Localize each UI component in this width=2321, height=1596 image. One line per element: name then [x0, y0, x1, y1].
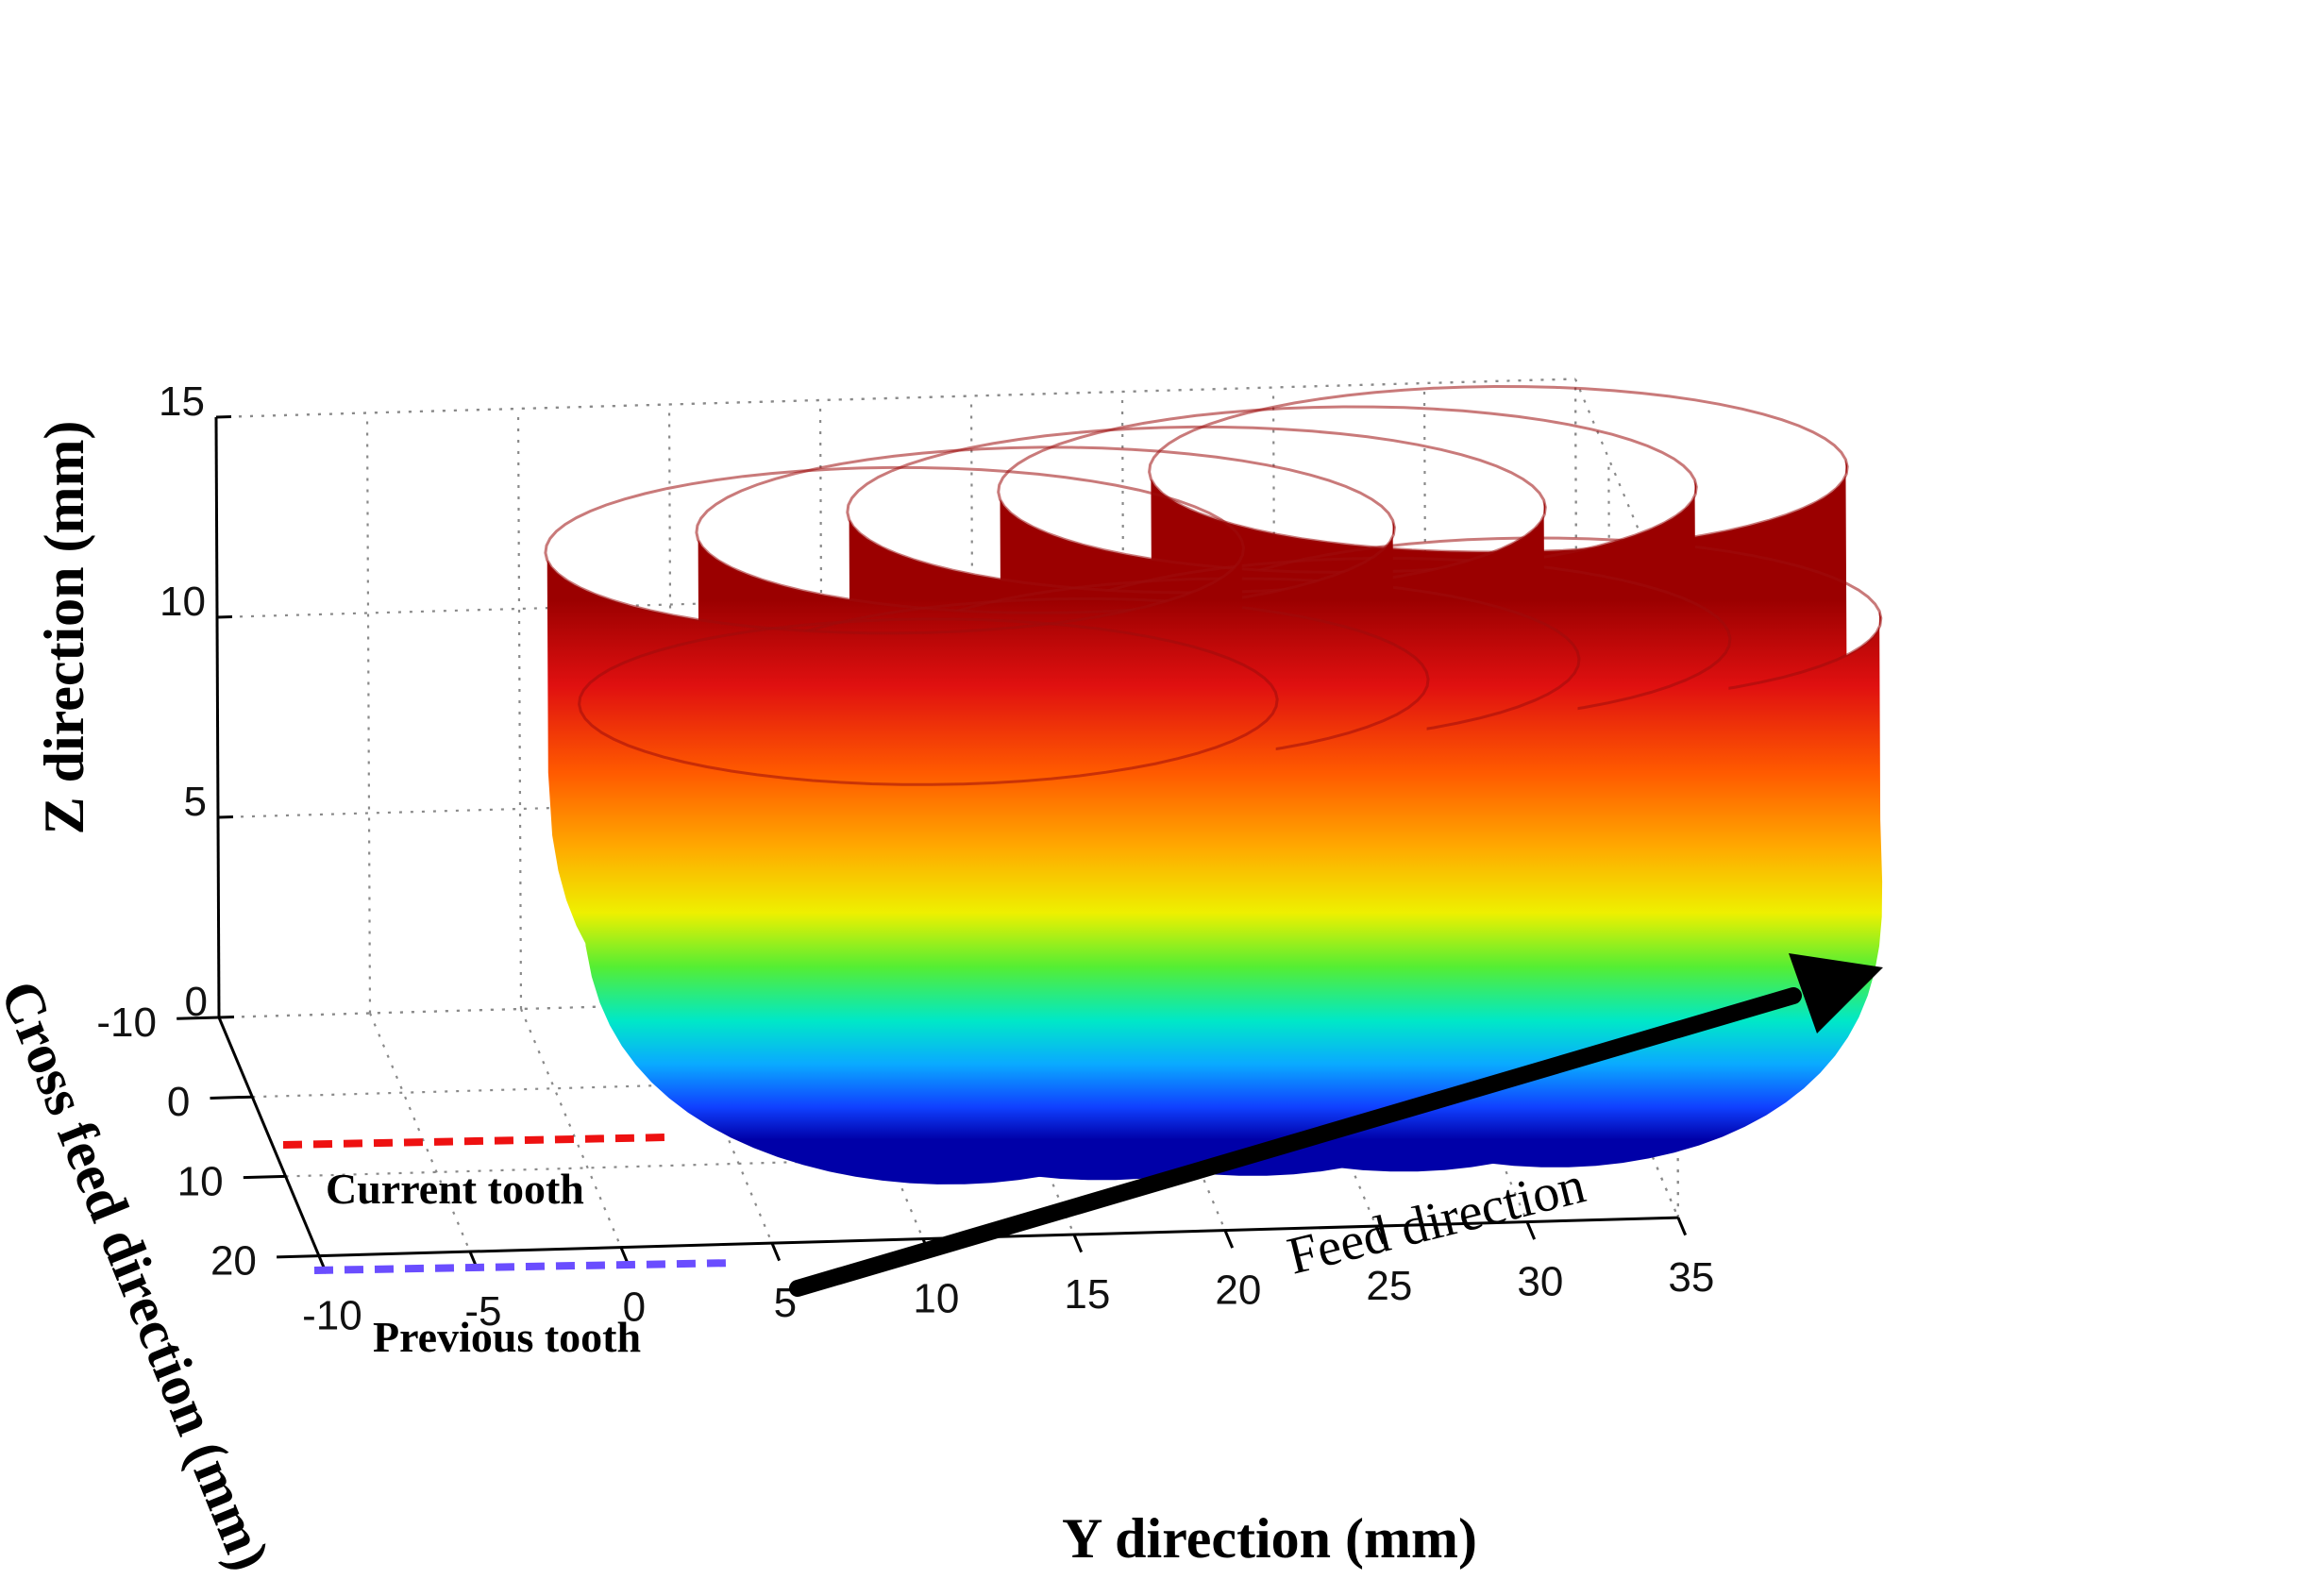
y-tick-label: -10	[96, 1000, 157, 1046]
side-grid-z	[1576, 979, 1679, 1218]
back-grid-x	[516, 408, 523, 1010]
x-tick-mark	[1223, 1230, 1235, 1249]
back-grid-x	[969, 395, 976, 997]
current-tooth-marker	[282, 1134, 668, 1149]
x-tick-label: -10	[302, 1293, 362, 1339]
x-axis-label: Y direction (mm)	[1062, 1507, 1477, 1570]
tooth-pass-rim	[1148, 384, 1849, 554]
x-tick-label: 35	[1668, 1254, 1714, 1301]
floor-grid-x	[368, 1013, 471, 1252]
cut-surface	[544, 384, 1883, 1184]
tooth-pass-rim	[846, 425, 1547, 595]
back-grid-x	[1120, 391, 1127, 993]
x-tick-mark	[1374, 1225, 1386, 1245]
back-grid-x	[365, 412, 372, 1014]
x-tick-label: 20	[1215, 1268, 1261, 1314]
x-tick-mark	[1525, 1221, 1537, 1240]
floor-grid-x	[1123, 991, 1226, 1232]
tooth-pass-rim	[578, 617, 1279, 786]
x-tick-label: 0	[623, 1285, 646, 1331]
tooth-pass-wall	[580, 692, 1279, 1184]
floor-grid-x	[972, 996, 1075, 1235]
current-tooth-label: Current tooth	[326, 1165, 584, 1213]
feed-direction-arrow	[789, 953, 1883, 1297]
floor-grid-x	[821, 1000, 924, 1240]
tooth-pass-rim	[695, 445, 1396, 614]
z-tick-label: 15	[159, 378, 205, 425]
z-tick-label: 5	[184, 779, 207, 825]
cross-feed-axis-line	[217, 1016, 321, 1257]
z-axis-label: Z direction (mm)	[33, 421, 95, 835]
previous-tooth-label: Previous tooth	[373, 1313, 641, 1361]
back-grid-x	[1271, 387, 1278, 988]
back-grid-x	[818, 399, 825, 1001]
x-tick-mark	[770, 1242, 782, 1262]
x-tick-label: 15	[1064, 1271, 1110, 1318]
y-tick-mark	[210, 1095, 253, 1100]
x-tick-label: 10	[913, 1276, 959, 1322]
back-grid-x	[667, 404, 674, 1005]
side-grid-y	[1573, 378, 1580, 980]
y-tick-label: 20	[210, 1238, 257, 1285]
y-tick-label: 10	[177, 1158, 224, 1204]
z-tick-label: 0	[185, 979, 208, 1025]
y-tick-mark	[177, 1016, 220, 1020]
floor-grid-x	[670, 1004, 773, 1244]
x-tick-label: -5	[464, 1288, 501, 1335]
x-tick-mark	[1676, 1217, 1688, 1236]
previous-tooth-marker	[313, 1259, 737, 1274]
x-tick-label: 25	[1366, 1263, 1412, 1309]
floor-grid-x	[1425, 983, 1528, 1223]
z-tick-label: 10	[160, 579, 206, 625]
y-tick-mark	[243, 1174, 286, 1180]
x-tick-mark	[1072, 1234, 1084, 1253]
y-tick-mark	[277, 1254, 319, 1259]
y-tick-label: 0	[167, 1079, 190, 1125]
floor-grid-x	[519, 1008, 622, 1249]
x-tick-label: 30	[1517, 1259, 1563, 1305]
z-axis-line	[214, 416, 221, 1018]
tooth-pass-rim	[997, 405, 1698, 574]
box-edge	[215, 378, 1576, 419]
floor-grid-x	[1274, 987, 1377, 1227]
back-grid-x	[1422, 382, 1429, 984]
tooth-pass-rim	[544, 465, 1246, 635]
